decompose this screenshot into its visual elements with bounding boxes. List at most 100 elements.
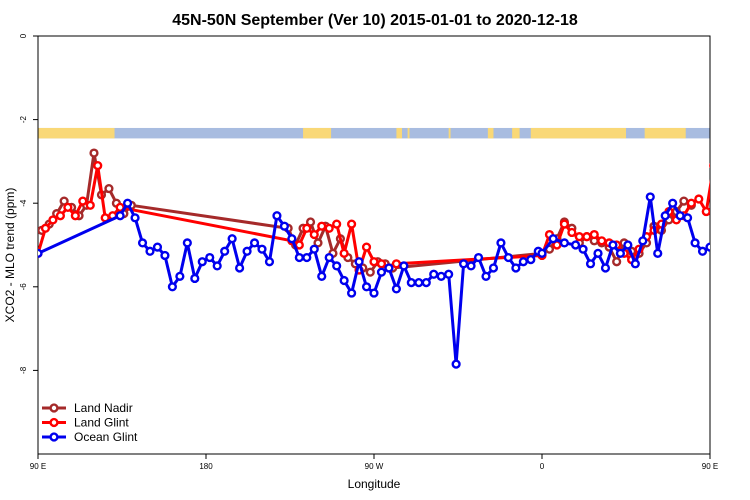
data-point (705, 242, 710, 252)
data-point (589, 229, 599, 240)
data-point (466, 261, 476, 271)
data-point (559, 238, 570, 248)
data-point (690, 238, 700, 248)
data-point (205, 252, 215, 263)
land-segment (487, 127, 494, 139)
land-segment (38, 127, 115, 139)
data-point (122, 198, 133, 208)
data-point (406, 278, 416, 288)
y-tick-label: 0 (19, 33, 28, 38)
data-point (451, 359, 461, 369)
data-point (264, 257, 275, 267)
data-point (257, 244, 267, 254)
land-ocean-strip (38, 127, 710, 139)
data-point (682, 213, 693, 223)
data-point (317, 271, 327, 281)
data-point (93, 160, 103, 171)
legend-label: Land Glint (74, 416, 129, 430)
data-point (511, 263, 521, 273)
legend-label: Ocean Glint (74, 430, 138, 444)
data-point (459, 259, 469, 269)
data-point (421, 278, 431, 288)
data-point (369, 288, 379, 298)
series-ocean-glint (38, 192, 750, 369)
data-point (361, 282, 372, 292)
data-point (686, 198, 696, 208)
data-point (347, 288, 357, 298)
ocean-band (38, 127, 710, 139)
legend-item-ocean-glint: Ocean Glint (42, 430, 138, 444)
data-point (324, 223, 334, 233)
data-point (399, 261, 409, 271)
y-tick-label: -4 (19, 199, 28, 207)
data-point (585, 259, 596, 269)
series-layer (38, 148, 750, 369)
data-point (578, 244, 588, 254)
y-tick-label: -6 (19, 283, 28, 291)
legend-marker (49, 403, 59, 413)
data-point (414, 278, 424, 288)
data-point (600, 263, 611, 273)
legend-marker (49, 417, 59, 428)
data-point (160, 250, 170, 261)
data-point (744, 214, 750, 221)
data-point (570, 240, 581, 250)
data-point (714, 252, 721, 259)
land-segment (644, 127, 686, 139)
data-point (391, 259, 402, 269)
data-point (473, 252, 484, 263)
y-tick-label: -2 (19, 115, 28, 123)
data-point (190, 273, 200, 284)
data-point (660, 211, 670, 221)
data-point (718, 210, 725, 217)
data-point (503, 252, 514, 263)
data-point (175, 271, 185, 281)
data-point (48, 215, 58, 225)
data-point (679, 196, 689, 206)
data-point (354, 257, 364, 267)
data-point (608, 240, 618, 250)
data-point (38, 248, 43, 258)
data-point (615, 248, 626, 258)
data-point (518, 257, 528, 267)
data-point (235, 263, 245, 273)
data-point (361, 242, 372, 252)
data-point (630, 259, 640, 269)
data-point (582, 232, 592, 242)
data-point (526, 255, 536, 265)
data-point (736, 200, 743, 207)
data-point (227, 234, 237, 244)
data-point (697, 246, 708, 256)
legend-label: Land Nadir (74, 401, 133, 415)
data-point (722, 283, 729, 290)
x-axis-label: Longitude (348, 477, 401, 491)
data-point (574, 232, 584, 242)
y-axis: 0 -2 -4 -6 -8 (19, 33, 38, 374)
data-point (294, 240, 304, 250)
data-point (279, 221, 290, 231)
data-point (115, 211, 125, 221)
data-point (496, 238, 506, 248)
legend-item-land-glint: Land Glint (42, 416, 129, 430)
data-point (548, 234, 558, 244)
data-point (242, 246, 252, 256)
data-point (287, 234, 297, 244)
data-point (593, 248, 603, 258)
x-tick-label: 180 (199, 462, 213, 471)
data-point (313, 238, 323, 248)
data-point (339, 275, 349, 286)
data-point (302, 223, 312, 233)
data-point (391, 284, 402, 294)
data-point (347, 219, 357, 229)
data-point (137, 238, 148, 248)
x-axis: 90 E 180 90 W 0 90 E (30, 454, 718, 471)
data-point (309, 244, 319, 254)
data-point (182, 238, 192, 248)
data-point (63, 202, 73, 212)
data-point (324, 252, 334, 263)
data-point (294, 252, 304, 263)
data-point (733, 206, 740, 213)
data-point (653, 248, 663, 258)
data-point (488, 263, 499, 273)
